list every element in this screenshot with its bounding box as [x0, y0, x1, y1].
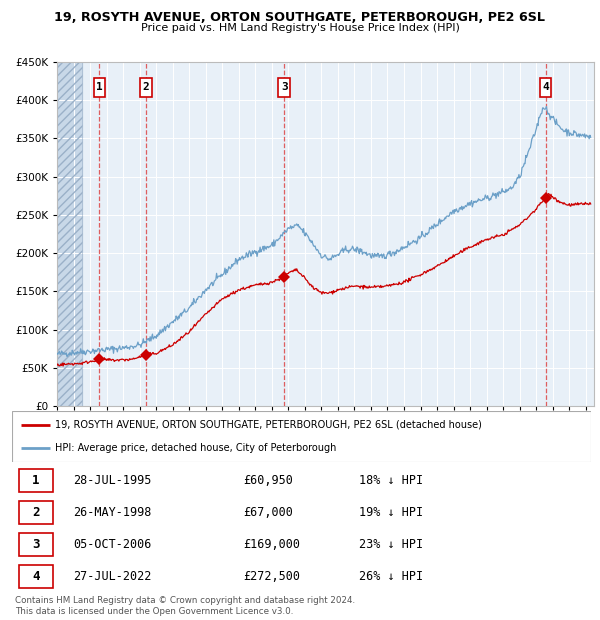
Text: HPI: Average price, detached house, City of Peterborough: HPI: Average price, detached house, City…	[55, 443, 337, 453]
Text: 26-MAY-1998: 26-MAY-1998	[73, 506, 151, 519]
Text: 1: 1	[32, 474, 40, 487]
Text: Contains HM Land Registry data © Crown copyright and database right 2024.
This d: Contains HM Land Registry data © Crown c…	[15, 596, 355, 616]
Text: 19, ROSYTH AVENUE, ORTON SOUTHGATE, PETERBOROUGH, PE2 6SL (detached house): 19, ROSYTH AVENUE, ORTON SOUTHGATE, PETE…	[55, 420, 482, 430]
Bar	[57, 62, 82, 406]
FancyBboxPatch shape	[19, 501, 53, 524]
Text: £272,500: £272,500	[244, 570, 301, 583]
Bar	[57, 62, 82, 406]
FancyBboxPatch shape	[140, 78, 152, 97]
Text: 18% ↓ HPI: 18% ↓ HPI	[359, 474, 424, 487]
Text: 2: 2	[32, 506, 40, 519]
Text: £60,950: £60,950	[244, 474, 293, 487]
Text: £169,000: £169,000	[244, 538, 301, 551]
Text: 4: 4	[542, 82, 549, 92]
FancyBboxPatch shape	[19, 469, 53, 492]
Text: 1: 1	[96, 82, 103, 92]
Text: 19% ↓ HPI: 19% ↓ HPI	[359, 506, 424, 519]
Text: 3: 3	[281, 82, 288, 92]
FancyBboxPatch shape	[19, 533, 53, 556]
Text: 19, ROSYTH AVENUE, ORTON SOUTHGATE, PETERBOROUGH, PE2 6SL: 19, ROSYTH AVENUE, ORTON SOUTHGATE, PETE…	[55, 11, 545, 24]
FancyBboxPatch shape	[278, 78, 290, 97]
Text: 3: 3	[32, 538, 40, 551]
Text: 2: 2	[143, 82, 149, 92]
Text: Price paid vs. HM Land Registry's House Price Index (HPI): Price paid vs. HM Land Registry's House …	[140, 23, 460, 33]
FancyBboxPatch shape	[19, 565, 53, 588]
Text: 23% ↓ HPI: 23% ↓ HPI	[359, 538, 424, 551]
Text: 28-JUL-1995: 28-JUL-1995	[73, 474, 151, 487]
Text: 26% ↓ HPI: 26% ↓ HPI	[359, 570, 424, 583]
Text: 27-JUL-2022: 27-JUL-2022	[73, 570, 151, 583]
FancyBboxPatch shape	[539, 78, 551, 97]
Text: 4: 4	[32, 570, 40, 583]
Text: 05-OCT-2006: 05-OCT-2006	[73, 538, 151, 551]
FancyBboxPatch shape	[94, 78, 106, 97]
Text: £67,000: £67,000	[244, 506, 293, 519]
